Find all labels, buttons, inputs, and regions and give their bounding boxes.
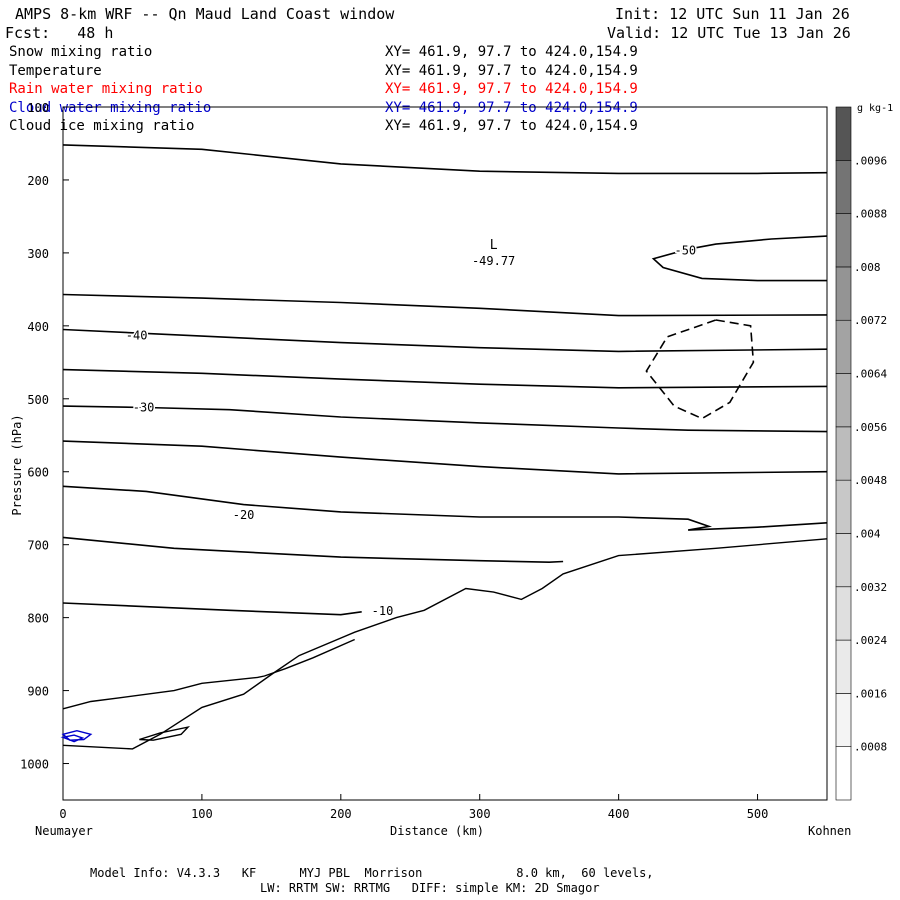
contour-label: -30 — [133, 401, 155, 415]
colorbar-level: .0064 — [854, 368, 887, 381]
colorbar-level: .0088 — [854, 208, 887, 221]
y-axis-label: Pressure (hPa) — [10, 414, 24, 516]
x-tick-label: 100 — [191, 807, 213, 821]
colorbar-swatch — [835, 106, 852, 161]
cloud-water-contour — [60, 734, 85, 743]
x-tick-label: 400 — [608, 807, 630, 821]
colorbar-swatch — [835, 160, 852, 214]
y-tick-label: 600 — [27, 466, 49, 480]
snow-contour — [645, 319, 755, 420]
temperature-contour — [62, 405, 828, 433]
x-tick-label: 300 — [469, 807, 491, 821]
valid-time: Valid: 12 UTC Tue 13 Jan 26 — [607, 24, 851, 42]
chart-title: AMPS 8-km WRF -- Qn Maud Land Coast wind… — [15, 5, 395, 23]
colorbar-unit: g kg-1 — [857, 103, 893, 114]
colorbar-swatch — [835, 373, 852, 428]
colorbar-level: .0048 — [854, 474, 887, 487]
x-tick-label: 200 — [330, 807, 352, 821]
x-right-label: Kohnen — [808, 824, 852, 838]
colorbar-swatch — [835, 213, 852, 268]
variable-name: Rain water mixing ratio — [9, 81, 203, 97]
colorbar-level: .0016 — [854, 687, 887, 700]
temperature-contour — [62, 485, 828, 531]
colorbar-swatch — [835, 586, 852, 641]
x-tick-label: 500 — [747, 807, 769, 821]
colorbar-swatch — [835, 693, 852, 747]
init-time: Init: 12 UTC Sun 11 Jan 26 — [615, 5, 850, 23]
colorbar-level: .0072 — [854, 314, 887, 327]
colorbar-swatch — [835, 479, 852, 534]
temperature-contour — [62, 144, 828, 175]
colorbar-level: .008 — [854, 261, 881, 274]
variable-xy: XY= 461.9, 97.7 to 424.0,154.9 — [385, 62, 638, 79]
minimum-marker-label: L — [490, 238, 498, 253]
colorbar-level: .004 — [854, 527, 881, 540]
colorbar-level: .0056 — [854, 421, 887, 434]
y-tick-label: 400 — [27, 320, 49, 334]
y-tick-label: 300 — [27, 247, 49, 261]
temperature-contour — [651, 235, 828, 282]
x-tick-label: 0 — [59, 807, 66, 821]
minimum-marker-value: -49.77 — [472, 254, 515, 268]
variable-xy: XY= 461.9, 97.7 to 424.0,154.9 — [385, 81, 638, 97]
forecast-hour: Fcst: 48 h — [5, 24, 114, 42]
contour-label: -50 — [676, 244, 698, 258]
contour-label: -50 — [674, 244, 696, 258]
terrain-outline — [62, 538, 828, 750]
colorbar-swatch — [835, 266, 852, 321]
temperature-contour — [62, 602, 362, 616]
colorbar-swatch — [835, 426, 852, 481]
contour-label: -20 — [233, 508, 255, 522]
colorbar-level: .0096 — [854, 154, 887, 167]
variable-xy: XY= 461.9, 97.7 to 424.0,154.9 — [385, 44, 638, 60]
x-axis-label: Distance (km) — [390, 824, 484, 838]
contour-label: -40 — [126, 328, 148, 342]
colorbar-swatch — [835, 533, 852, 588]
y-tick-label: 700 — [27, 539, 49, 553]
temperature-contour — [62, 328, 828, 353]
variable-xy: XY= 461.9, 97.7 to 424.0,154.9 — [385, 118, 638, 134]
colorbar-level: .0032 — [854, 581, 887, 594]
y-tick-label: 1000 — [20, 758, 49, 772]
y-tick-label: 800 — [27, 612, 49, 626]
colorbar-level: .0024 — [854, 634, 887, 647]
model-info: Model Info: V4.3.3 KF MYJ PBL Morrison 8… — [90, 866, 654, 880]
variable-name: Snow mixing ratio — [9, 44, 153, 60]
temperature-contour — [62, 536, 564, 564]
temperature-contour — [62, 293, 828, 317]
colorbar-swatch — [835, 746, 852, 801]
colorbar-swatch — [835, 639, 852, 694]
variable-name: Cloud ice mixing ratio — [9, 118, 195, 134]
x-left-label: Neumayer — [35, 824, 93, 838]
contour-label: -10 — [372, 604, 394, 618]
temperature-contour — [62, 368, 828, 389]
colorbar-swatch — [835, 319, 852, 374]
y-tick-label: 100 — [27, 101, 49, 115]
colorbar-level: .0008 — [854, 741, 887, 754]
temperature-contour — [62, 440, 828, 475]
plot-frame — [62, 106, 828, 801]
y-tick-label: 500 — [27, 393, 49, 407]
variable-name: Temperature — [9, 62, 102, 79]
y-tick-label: 200 — [27, 174, 49, 188]
model-physics: LW: RRTM SW: RRTMG DIFF: simple KM: 2D S… — [260, 881, 600, 895]
cloud-ice-contour — [139, 725, 191, 741]
y-tick-label: 900 — [27, 685, 49, 699]
cloud-ice-contour — [62, 638, 355, 710]
